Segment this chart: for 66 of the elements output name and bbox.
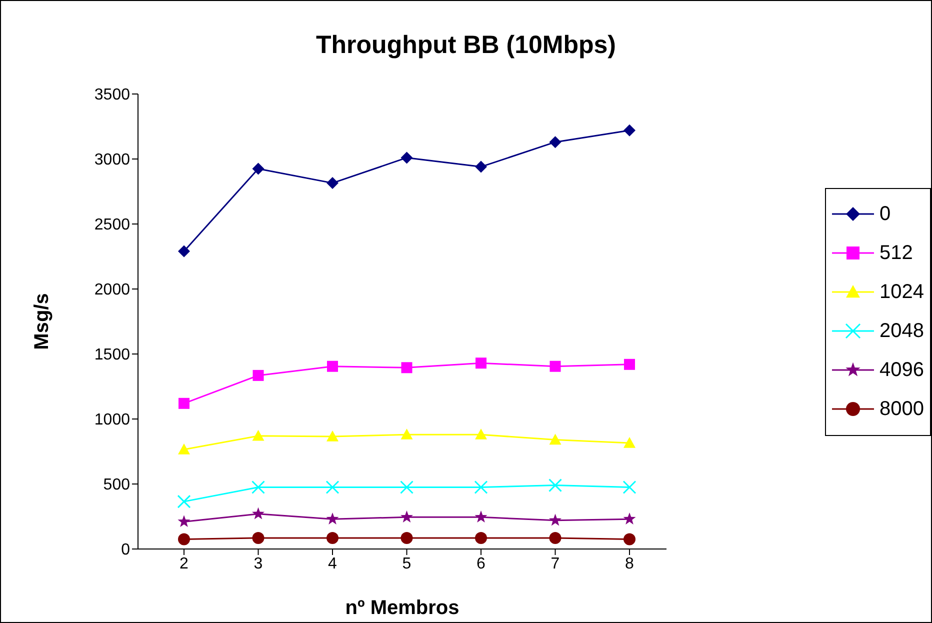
point <box>475 532 487 544</box>
point <box>252 507 265 520</box>
point <box>400 510 414 522</box>
x-tick-label: 6 <box>476 555 486 572</box>
y-tick-label: 2500 <box>94 216 130 234</box>
point <box>178 398 190 409</box>
x-tick-label: 7 <box>550 555 560 572</box>
point <box>326 177 338 190</box>
point <box>548 514 562 526</box>
point <box>624 358 635 370</box>
legend-label: 512 <box>880 242 913 264</box>
point <box>178 533 190 546</box>
point <box>623 512 636 524</box>
point <box>624 437 636 448</box>
x-tick-label: 8 <box>625 555 634 572</box>
point <box>252 162 264 175</box>
x-tick-label: 2 <box>180 555 189 572</box>
point <box>252 532 264 544</box>
point <box>400 428 413 440</box>
point <box>178 444 190 454</box>
y-tick-label: 2000 <box>94 282 130 299</box>
point <box>550 360 561 372</box>
y-tick-label: 1000 <box>94 412 130 429</box>
x-axis-title: nº Membros <box>345 597 460 619</box>
point <box>400 152 413 164</box>
point <box>326 512 339 524</box>
legend-label: 8000 <box>880 398 924 420</box>
point <box>326 430 338 442</box>
point <box>549 136 562 148</box>
x-tick-label: 4 <box>328 555 338 572</box>
point <box>252 480 265 494</box>
point <box>624 533 636 546</box>
point <box>474 480 488 494</box>
legend-label: 4096 <box>880 358 924 382</box>
y-tick-label: 3500 <box>94 86 130 104</box>
point <box>400 480 414 494</box>
point <box>400 532 413 544</box>
point <box>475 428 487 440</box>
point <box>178 245 190 258</box>
point <box>549 532 562 544</box>
point <box>326 480 340 494</box>
point <box>476 358 486 369</box>
point <box>401 362 412 374</box>
point <box>475 160 487 173</box>
y-tick-label: 1500 <box>94 346 130 364</box>
point <box>178 515 190 528</box>
legend-label: 0 <box>880 202 891 226</box>
point <box>326 532 338 544</box>
chart-title: Throughput BB (10Mbps) <box>315 31 617 60</box>
y-tick-label: 0 <box>121 542 130 559</box>
point <box>474 510 488 522</box>
x-tick-label: 3 <box>254 555 263 572</box>
y-tick-label: 500 <box>103 476 130 494</box>
legend-label: 1024 <box>880 280 924 304</box>
y-axis-title: Msg/s <box>31 293 54 350</box>
point <box>549 434 562 445</box>
x-tick-label: 5 <box>402 555 412 572</box>
legend-label: 2048 <box>880 320 924 342</box>
y-tick-label: 3000 <box>94 152 130 169</box>
point <box>624 124 636 136</box>
point <box>252 430 264 441</box>
point <box>177 494 191 508</box>
point <box>548 478 562 492</box>
point <box>327 360 338 372</box>
point <box>252 370 264 381</box>
point <box>622 480 636 494</box>
